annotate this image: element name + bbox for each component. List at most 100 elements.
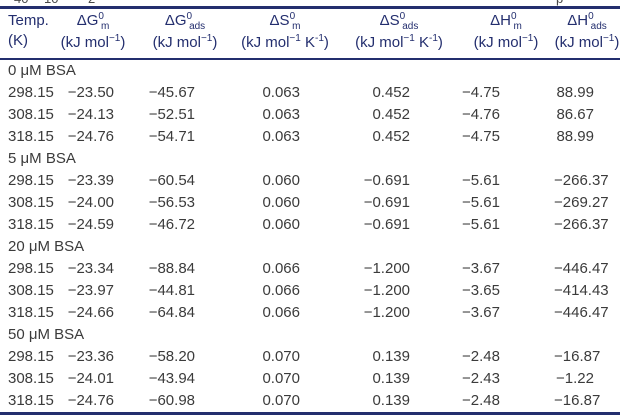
section-header-row: 20 μM BSA	[0, 236, 620, 258]
cell: 298.15	[8, 348, 54, 365]
cell: −54.71	[148, 128, 195, 145]
cell: −16.87	[554, 348, 601, 365]
cell: −60.98	[148, 392, 195, 409]
cell: 88.99	[556, 128, 594, 145]
cell: −1.200	[363, 304, 410, 321]
table-row: 308.15 −24.13 −52.51 0.063 0.452 −4.76 86.67	[0, 104, 620, 126]
section-label: 5 μM BSA	[8, 150, 76, 167]
cell: 0.063	[262, 128, 300, 145]
cell: 0.060	[262, 194, 300, 211]
cell: −46.72	[148, 216, 195, 233]
table-row: 318.15 −24.76 −54.71 0.063 0.452 −4.75 88.99	[0, 126, 620, 148]
cell: −0.691	[363, 172, 410, 189]
table-row: 298.15 −23.50 −45.67 0.063 0.452 −4.75 88.99	[0, 82, 620, 104]
table-row: 298.15 −23.39 −60.54 0.060 −0.691 −5.61 −266.3…	[0, 170, 620, 192]
cell: −3.67	[462, 304, 500, 321]
cutoff-fragment: 40	[14, 0, 28, 6]
cell: −4.75	[462, 84, 500, 101]
cell: 298.15	[8, 260, 54, 277]
cell: 318.15	[8, 128, 54, 145]
cell: 0.452	[372, 128, 410, 145]
cutoff-fragment: -	[72, 0, 76, 6]
cell: 298.15	[8, 172, 54, 189]
cutoff-fragment: 10	[44, 0, 58, 6]
cell: 0.139	[372, 348, 410, 365]
table-top-rule	[0, 6, 620, 9]
cell: −1.200	[363, 282, 410, 299]
cutoff-fragment: p	[556, 0, 563, 6]
cutoff-fragment: -	[3, 0, 7, 6]
cell: −0.691	[363, 194, 410, 211]
cell: −5.61	[462, 172, 500, 189]
section-label: 20 μM BSA	[8, 238, 85, 255]
cell: 0.070	[262, 392, 300, 409]
cell: −88.84	[148, 260, 195, 277]
cell: −24.76	[67, 392, 114, 409]
cell: 0.139	[372, 370, 410, 387]
header-unit: (K)	[8, 32, 28, 49]
cell: −266.37	[554, 216, 609, 233]
cell: −60.54	[148, 172, 195, 189]
cell: −16.87	[554, 392, 601, 409]
table-row: 298.15 −23.36 −58.20 0.070 0.139 −2.48 −16.87	[0, 346, 620, 368]
header-symbol: ΔH0m	[490, 11, 522, 32]
cell: −5.61	[462, 216, 500, 233]
cell: 0.452	[372, 106, 410, 123]
cell: 0.063	[262, 84, 300, 101]
cutoff-fragment: 2	[88, 0, 95, 6]
cell: −43.94	[148, 370, 195, 387]
cell: −414.43	[554, 282, 609, 299]
cell: 308.15	[8, 282, 54, 299]
cell: −2.48	[462, 392, 500, 409]
column-header-dS-m: ΔS0m (kJ mol−1 K-1)	[230, 9, 340, 60]
cell: −2.43	[462, 370, 500, 387]
table-row: 308.15 −24.00 −56.53 0.060 −0.691 −5.61 −269.2…	[0, 192, 620, 214]
header-symbol: ΔG0ads	[164, 11, 206, 32]
cell: −446.47	[554, 304, 609, 321]
table-row: 308.15 −23.97 −44.81 0.066 −1.200 −3.65 −414.4…	[0, 280, 620, 302]
header-symbol: ΔG0m	[76, 11, 110, 32]
cell: −5.61	[462, 194, 500, 211]
header-symbol: ΔS0ads	[379, 11, 419, 32]
cell: 0.139	[372, 392, 410, 409]
cell: −64.84	[148, 304, 195, 321]
cell: 308.15	[8, 106, 54, 123]
section-header-row: 5 μM BSA	[0, 148, 620, 170]
column-header-dS-ads: ΔS0ads (kJ mol−1 K-1)	[340, 9, 458, 60]
cell: −269.27	[554, 194, 609, 211]
cell: −266.37	[554, 172, 609, 189]
cell: 308.15	[8, 370, 54, 387]
section-label: 0 μM BSA	[8, 62, 76, 79]
cell: −1.22	[556, 370, 594, 387]
cell: 318.15	[8, 216, 54, 233]
cell: −23.36	[67, 348, 114, 365]
cell: 88.99	[556, 84, 594, 101]
cell: 298.15	[8, 84, 54, 101]
table-row: 318.15 −24.66 −64.84 0.066 −1.200 −3.67 −446.4…	[0, 302, 620, 324]
header-unit: (kJ mol−1)	[554, 33, 620, 51]
section-header-row: 50 μM BSA	[0, 324, 620, 346]
cell: −4.76	[462, 106, 500, 123]
header-symbol: ΔH0ads	[567, 11, 607, 32]
cell: −58.20	[148, 348, 195, 365]
table-header: Temp. (K) ΔG0m (kJ mol−1) ΔG0ads (kJ mol…	[0, 9, 620, 60]
cell: −446.47	[554, 260, 609, 277]
table-row: 298.15 −23.34 −88.84 0.066 −1.200 −3.67 −446.4…	[0, 258, 620, 280]
header-symbol: Temp.	[8, 12, 49, 29]
thermodynamic-parameters-table: Temp. (K) ΔG0m (kJ mol−1) ΔG0ads (kJ mol…	[0, 9, 620, 412]
cell: −23.39	[67, 172, 114, 189]
cell: 86.67	[556, 106, 594, 123]
cell: −24.01	[67, 370, 114, 387]
cell: 0.066	[262, 304, 300, 321]
cell: −24.00	[67, 194, 114, 211]
cell: −44.81	[148, 282, 195, 299]
header-unit: (kJ mol−1)	[60, 33, 126, 51]
cell: −4.75	[462, 128, 500, 145]
cell: −56.53	[148, 194, 195, 211]
cell: −23.50	[67, 84, 114, 101]
cell: −24.59	[67, 216, 114, 233]
cell: 308.15	[8, 194, 54, 211]
cell: −24.76	[67, 128, 114, 145]
cell: 0.063	[262, 106, 300, 123]
